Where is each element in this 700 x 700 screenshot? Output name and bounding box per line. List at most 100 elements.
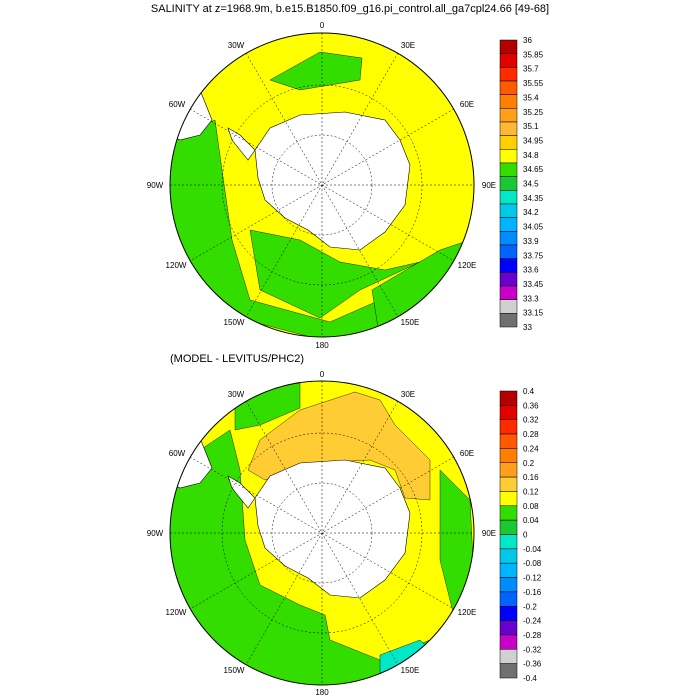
lon-label-60e: 60E — [460, 100, 474, 109]
colorbar-label: -0.36 — [523, 660, 542, 669]
colorbar-label: 0.04 — [523, 516, 539, 525]
colorbar-swatch — [499, 135, 518, 150]
lon-label-30e: 30E — [401, 41, 415, 50]
colorbar-label: -0.16 — [523, 588, 542, 597]
antarctica — [254, 111, 411, 251]
lon-label-180-b: 180 — [315, 688, 329, 697]
colorbar-swatch — [499, 491, 518, 507]
colorbar-swatch — [499, 231, 518, 246]
colorbar-swatch — [499, 94, 518, 109]
colorbar-swatch — [499, 176, 518, 191]
colorbar-label: 33 — [523, 323, 532, 332]
colorbar-swatch — [499, 505, 518, 521]
colorbar-swatch — [499, 258, 518, 273]
difference-panel: (MODEL - LEVITUS/PHC2) — [147, 353, 542, 697]
difference-colorbar: 0.4 0.36 0.32 0.28 0.24 0.2 0.16 0.12 0.08 0.04 0 -… — [499, 387, 542, 683]
difference-graticule — [170, 381, 474, 685]
colorbar-label: 35.4 — [523, 93, 539, 102]
colorbar-label: 35.1 — [523, 122, 539, 131]
colorbar-swatch — [499, 448, 518, 463]
colorbar-swatch — [499, 272, 518, 287]
colorbar-label: 34.2 — [523, 208, 539, 217]
salinity-map — [170, 33, 474, 337]
colorbar-swatch — [499, 419, 518, 435]
colorbar-label: 33.6 — [523, 266, 539, 275]
lon-label-90w: 90W — [147, 181, 164, 190]
colorbar-label: 35.85 — [523, 50, 544, 59]
lon-label-60e-b: 60E — [460, 449, 474, 458]
lon-label-150e: 150E — [401, 318, 420, 327]
colorbar-swatch — [499, 190, 518, 205]
lon-label-0-b: 0 — [320, 370, 325, 379]
lon-label-60w-b: 60W — [169, 449, 186, 458]
salinity-colorbar: 36 35.85 35.7 35.55 35.4 35.25 35.1 34.95 34.8 34… — [499, 36, 544, 332]
lon-label-90e: 90E — [482, 181, 496, 190]
salinity-title: SALINITY at z=1968.9m, b.e15.B1850.f09_g… — [151, 3, 549, 15]
colorbar-swatch — [499, 476, 518, 492]
lon-label-120w-b: 120W — [166, 608, 187, 617]
colorbar-swatch — [499, 649, 518, 664]
colorbar-swatch — [499, 299, 518, 314]
colorbar-label: 0.2 — [523, 459, 535, 468]
colorbar-swatch — [499, 217, 518, 232]
colorbar-label: 33.9 — [523, 237, 539, 246]
lon-label-30w: 30W — [228, 41, 245, 50]
colorbar-label: 34.95 — [523, 136, 544, 145]
salinity-region-green-west — [170, 119, 421, 337]
colorbar-label: 34.5 — [523, 180, 539, 189]
difference-map-border — [169, 380, 475, 686]
colorbar-swatch — [499, 285, 518, 300]
colorbar-swatch — [499, 162, 518, 177]
difference-title: (MODEL - LEVITUS/PHC2) — [170, 353, 304, 365]
colorbar-swatch — [499, 663, 518, 679]
lon-label-120w: 120W — [166, 261, 187, 270]
colorbar-swatch — [499, 108, 518, 123]
colorbar-label: -0.2 — [523, 602, 537, 611]
colorbar-swatch — [499, 462, 518, 478]
colorbar-swatch — [499, 390, 518, 406]
colorbar-label: -0.28 — [523, 631, 542, 640]
colorbar-swatch — [499, 591, 518, 607]
colorbar-label: 34.05 — [523, 223, 544, 232]
lon-label-0: 0 — [320, 21, 325, 30]
colorbar-label: -0.4 — [523, 674, 537, 683]
lon-label-90e-b: 90E — [482, 529, 496, 538]
colorbar-swatch — [499, 39, 518, 54]
colorbar-swatch — [499, 121, 518, 136]
lon-label-180: 180 — [315, 341, 329, 350]
colorbar-swatch — [499, 80, 518, 95]
colorbar-label: 0 — [523, 531, 528, 540]
colorbar-swatch — [499, 534, 518, 550]
colorbar-label: 35.7 — [523, 65, 539, 74]
colorbar-label: 0.08 — [523, 502, 539, 511]
lon-label-150e-b: 150E — [401, 666, 420, 675]
colorbar-label: 0.36 — [523, 401, 539, 410]
colorbar-swatch — [499, 244, 518, 259]
salinity-panel: SALINITY at z=1968.9m, b.e15.B1850.f09_g… — [147, 3, 549, 350]
colorbar-label: 33.3 — [523, 294, 539, 303]
colorbar-swatch — [499, 634, 518, 650]
colorbar-label: 35.25 — [523, 108, 544, 117]
colorbar-label: 0.24 — [523, 444, 539, 453]
colorbar-label: 0.28 — [523, 430, 539, 439]
lon-label-120e-b: 120E — [458, 608, 477, 617]
colorbar-label: -0.24 — [523, 617, 542, 626]
colorbar-swatch — [499, 606, 518, 621]
colorbar-swatch — [499, 433, 518, 449]
colorbar-swatch — [499, 620, 518, 636]
antarctica-bottom — [254, 459, 411, 599]
colorbar-label: 34.35 — [523, 194, 544, 203]
colorbar-label: -0.08 — [523, 559, 542, 568]
colorbar-label: 36 — [523, 36, 532, 45]
lon-label-90w-b: 90W — [147, 529, 164, 538]
colorbar-label: 0.4 — [523, 387, 535, 396]
colorbar-swatch — [499, 562, 518, 578]
colorbar-swatch — [499, 149, 518, 164]
salinity-lon-labels: 0 30E 60E 90E 120E 150E 180 150W 120W 90… — [147, 21, 496, 350]
lon-label-30e-b: 30E — [401, 390, 415, 399]
colorbar-label: 0.12 — [523, 487, 539, 496]
lon-label-60w: 60W — [169, 100, 186, 109]
colorbar-swatch — [499, 203, 518, 218]
colorbar-swatch — [499, 405, 518, 420]
